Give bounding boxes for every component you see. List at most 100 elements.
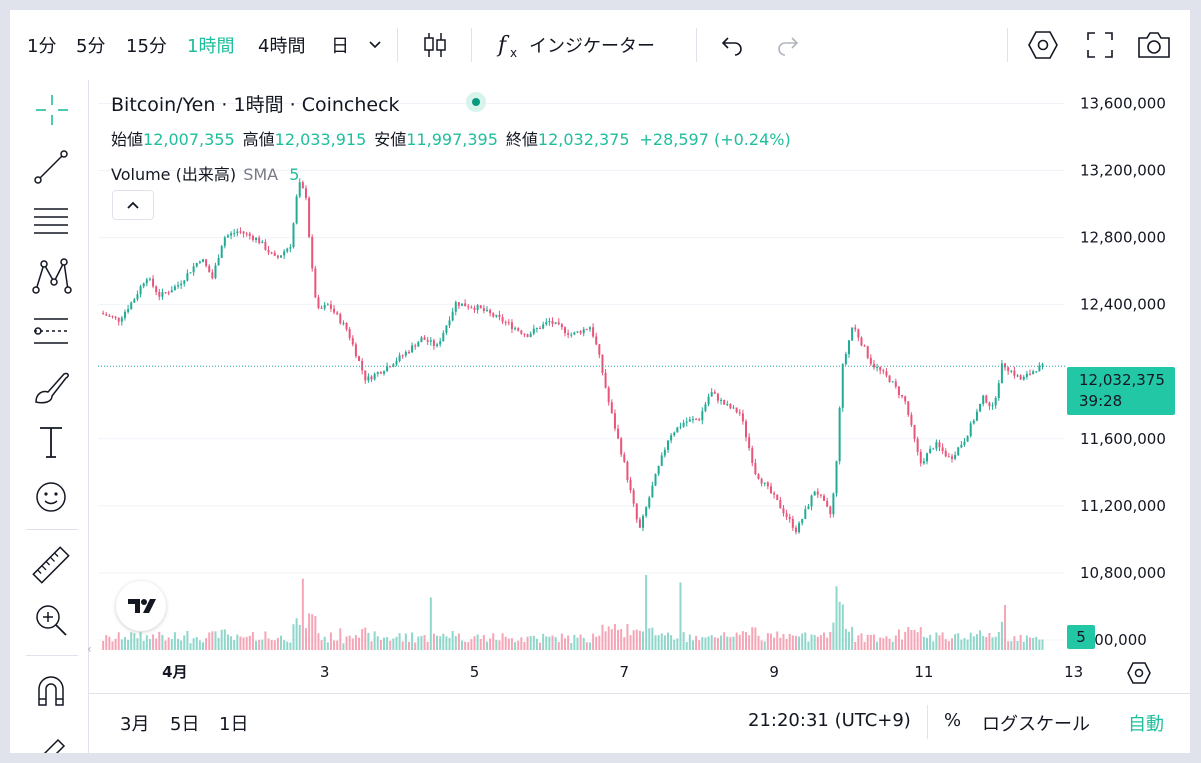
candle-body — [370, 376, 373, 380]
volume-bar — [642, 631, 645, 650]
candle-body — [876, 367, 879, 369]
candle-body — [673, 432, 676, 436]
text-tool-icon[interactable] — [24, 415, 78, 469]
percent-toggle[interactable]: % — [944, 710, 962, 731]
range-3m[interactable]: 3月 — [120, 714, 150, 735]
camera-icon[interactable] — [1136, 29, 1172, 61]
interval-1h[interactable]: 1時間 — [187, 36, 235, 57]
volume-bar — [473, 636, 476, 650]
auto-scale-toggle[interactable]: 自動 — [1128, 714, 1164, 735]
volume-bar — [688, 634, 691, 650]
volume-bar — [826, 637, 829, 650]
volume-bar — [813, 634, 816, 650]
candle-body — [773, 493, 776, 495]
symbol-title[interactable]: Bitcoin/Yen · 1時間 · Coincheck — [111, 94, 400, 116]
volume-bar — [904, 631, 907, 650]
volume-bar — [230, 636, 233, 650]
x-tick-label: 11 — [914, 663, 933, 681]
candle-body — [660, 455, 663, 466]
emoji-icon[interactable] — [24, 470, 78, 524]
volume-bar — [645, 575, 648, 650]
volume-bar — [794, 635, 797, 650]
volume-bar — [420, 636, 423, 650]
candle-body — [436, 344, 439, 346]
pencil-lock-icon[interactable] — [24, 722, 78, 753]
ruler-icon[interactable] — [24, 538, 78, 592]
interval-15m[interactable]: 15分 — [126, 36, 167, 57]
interval-5m[interactable]: 5分 — [76, 36, 106, 57]
log-scale-toggle[interactable]: ログスケール — [982, 714, 1090, 735]
candle-style-icon[interactable] — [422, 30, 448, 60]
chevron-down-icon[interactable] — [368, 38, 382, 52]
candle-body — [423, 337, 426, 340]
candle-body — [526, 334, 529, 337]
volume-bar — [791, 635, 794, 650]
zoom-in-icon[interactable] — [24, 593, 78, 647]
candle-body — [158, 292, 161, 297]
undo-icon[interactable] — [720, 34, 744, 56]
volume-bar — [676, 638, 679, 650]
volume-legend[interactable]: Volume (出来高) SMA 5 — [111, 161, 299, 185]
volume-bar — [872, 634, 875, 650]
candle-body — [351, 338, 354, 345]
price-chart[interactable]: 13,600,000 13,200,000 12,800,000 12,400,000… — [10, 10, 1190, 753]
candle-body — [894, 381, 897, 387]
volume-bar — [835, 586, 838, 650]
candle-body — [941, 447, 944, 452]
candle-body — [985, 395, 988, 403]
interval-1d[interactable]: 日 — [331, 36, 349, 57]
indicators-button[interactable]: インジケーター — [529, 36, 655, 57]
candle-body — [648, 497, 651, 508]
candle-body — [804, 509, 807, 519]
redo-icon[interactable] — [776, 34, 800, 56]
candle-body — [280, 255, 283, 258]
tradingview-logo[interactable] — [116, 581, 166, 631]
candle-body — [754, 462, 757, 475]
scroll-left-arrow[interactable]: ‹ — [87, 642, 92, 656]
volume-bar — [451, 631, 454, 650]
interval-1m[interactable]: 1分 — [27, 36, 57, 57]
volume-bar — [152, 634, 155, 650]
forecast-icon[interactable] — [24, 305, 78, 359]
candle-body — [461, 303, 464, 306]
fx-icon[interactable]: f x — [495, 28, 525, 62]
volume-bar — [464, 641, 467, 650]
trend-line-icon[interactable] — [24, 140, 78, 194]
volume-bar — [326, 642, 329, 650]
volume-bar — [985, 637, 988, 650]
candle-body — [308, 197, 311, 237]
candle-body — [991, 405, 994, 407]
crosshair-icon[interactable] — [24, 85, 78, 139]
candle-body — [389, 366, 392, 368]
volume-bar — [751, 627, 754, 650]
candle-body — [407, 352, 410, 354]
settings-hexagon-icon[interactable] — [1026, 28, 1060, 62]
volume-bar — [261, 639, 264, 650]
volume-bar — [442, 633, 445, 650]
candle-body — [729, 404, 732, 409]
volume-bar — [130, 632, 133, 650]
axis-settings-icon[interactable] — [1126, 660, 1152, 686]
collapse-legend-button[interactable] — [112, 190, 154, 220]
candle-body — [136, 294, 139, 300]
candle-body — [395, 360, 398, 365]
range-1d[interactable]: 1日 — [219, 714, 249, 735]
magnet-icon[interactable] — [24, 665, 78, 719]
brush-icon[interactable] — [24, 360, 78, 414]
candle-body — [233, 233, 236, 235]
market-status-dot[interactable] — [466, 92, 486, 112]
volume-bar — [161, 634, 164, 650]
volume-bar — [1004, 605, 1007, 650]
volume-bar — [707, 636, 710, 650]
clock-timezone[interactable]: 21:20:31 (UTC+9) — [748, 710, 911, 731]
pattern-icon[interactable] — [24, 250, 78, 304]
candle-body — [826, 500, 829, 507]
candle-body — [510, 322, 513, 329]
volume-bar — [620, 628, 623, 650]
fullscreen-icon[interactable] — [1085, 30, 1115, 60]
interval-4h[interactable]: 4時間 — [258, 36, 306, 57]
volume-bar — [798, 636, 801, 650]
fib-retracement-icon[interactable] — [24, 195, 78, 249]
range-5d[interactable]: 5日 — [170, 714, 200, 735]
candle-body — [913, 424, 916, 439]
